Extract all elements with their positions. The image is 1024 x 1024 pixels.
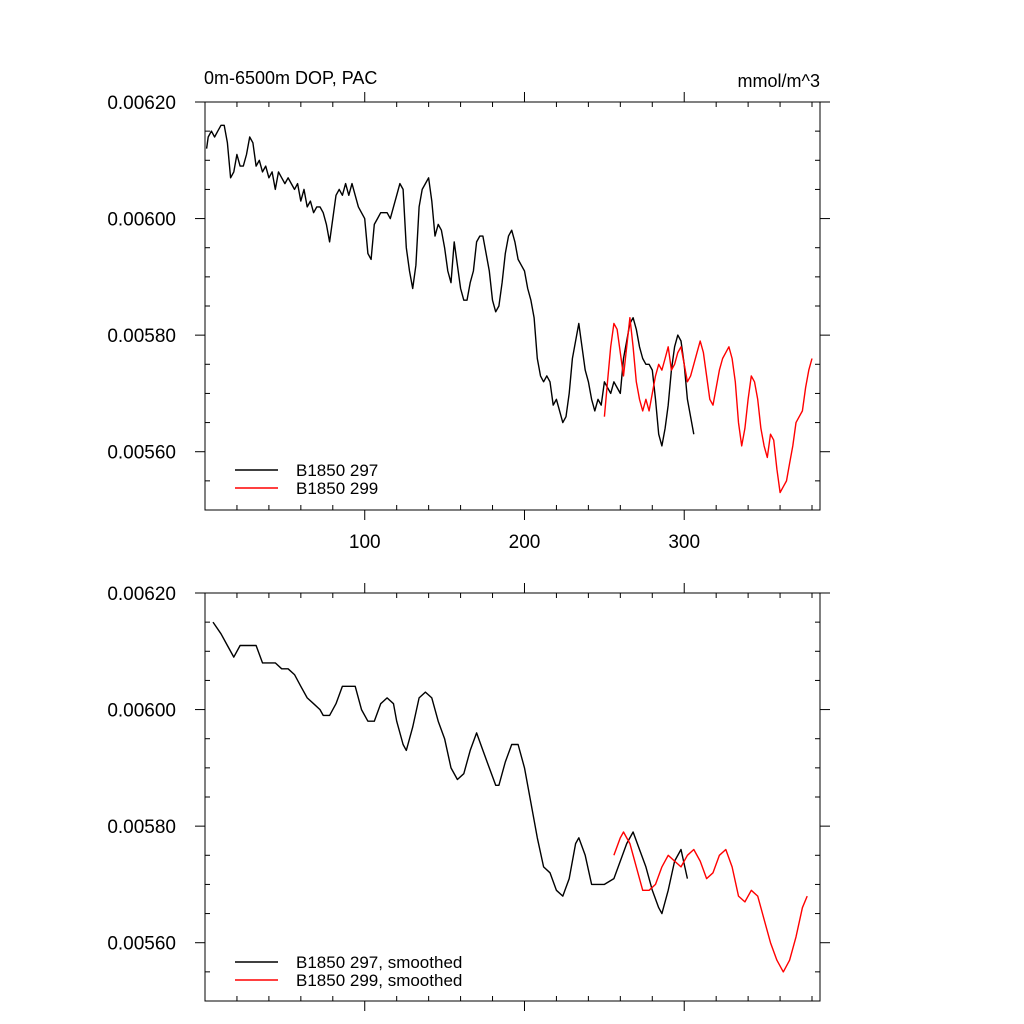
y-tick-label: 0.00580	[107, 817, 176, 838]
x-tick-label: 300	[668, 532, 700, 553]
chart-title: 0m-6500m DOP, PAC	[204, 68, 377, 88]
series-line-0	[212, 621, 689, 915]
plot-frame	[204, 101, 821, 511]
y-tick-label: 0.00620	[107, 584, 176, 605]
top-panel: 100 200 300 0.00560 0.00580 0.00600 0.00620 B18…	[107, 92, 830, 553]
y-tick-label: 0.00560	[107, 443, 176, 464]
legend-label: B1850 299	[296, 479, 378, 498]
y-tick-label: 0.00620	[107, 93, 176, 114]
y-tick-label: 0.00560	[107, 934, 176, 955]
plot-frame	[204, 592, 821, 1002]
legend-label: B1850 299, smoothed	[296, 971, 462, 990]
bottom-panel: 0.00560 0.00580 0.00600 0.00620 B1850 297, s…	[107, 583, 830, 1011]
series-line-0	[205, 124, 695, 447]
units-label: mmol/m^3	[738, 71, 820, 91]
legend-label: B1850 297	[296, 461, 378, 480]
x-tick-label: 200	[509, 532, 541, 553]
y-tick-label: 0.00580	[107, 326, 176, 347]
series-line-1	[613, 831, 808, 973]
legend-label: B1850 297, smoothed	[296, 953, 462, 972]
y-tick-label: 0.00600	[107, 210, 176, 231]
series-line-1	[603, 317, 813, 494]
x-tick-label: 100	[349, 532, 381, 553]
y-tick-label: 0.00600	[107, 701, 176, 722]
